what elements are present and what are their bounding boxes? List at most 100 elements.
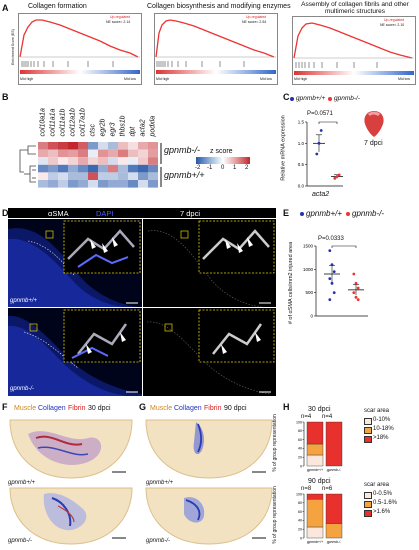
- zscore-tick: 1: [233, 165, 237, 171]
- data-point: [333, 176, 337, 180]
- legend-swatch: [364, 436, 372, 443]
- chart-h-bottom: 0 20 40 60 80 100 gpnmb+/+ gpnmb-/-: [296, 492, 343, 544]
- heatmap-cell: [138, 142, 148, 150]
- gsea-curve-2: [155, 19, 276, 74]
- heatmap-cell: [78, 180, 88, 188]
- gsea-status: Up-regulated: [246, 15, 267, 19]
- zscore-tick: 2: [245, 165, 249, 171]
- data-point: [356, 298, 360, 302]
- h-top-timepoint: 30 dpci: [308, 406, 331, 413]
- f-stain-collagen: Collagen: [38, 405, 66, 412]
- data-point: [328, 249, 332, 253]
- c-timepoint: 7 dpci: [364, 140, 383, 147]
- heatmap-cell: [98, 149, 108, 158]
- gsea-left-axis: Mid high: [156, 77, 170, 81]
- heatmap-row-label-ko: gpnmb-/-: [164, 145, 201, 155]
- panel-label-e: E: [283, 208, 290, 218]
- d-header-bar: [8, 208, 276, 218]
- legend-swatch: [364, 510, 372, 517]
- legend-label: >18%: [373, 435, 389, 441]
- d-genotype-ko: gpnmb-/-: [10, 386, 35, 392]
- heatmap-cell: [38, 149, 48, 158]
- heatmap-cell: [78, 149, 88, 158]
- gsea-status: Up-regulated: [384, 18, 405, 22]
- panel-label-f: F: [2, 402, 8, 412]
- heatmap-dendrogram: [19, 145, 36, 183]
- heatmap-cell: [48, 172, 58, 180]
- heatmap-cell: [118, 149, 128, 158]
- data-point: [356, 286, 360, 290]
- panel-label-h: H: [283, 402, 290, 412]
- trichrome-g-ko: [144, 486, 274, 546]
- h-ylabel-bottom: % of group representation: [271, 486, 278, 544]
- zscore-tick: -2: [195, 165, 201, 171]
- heatmap-cell: [68, 142, 78, 150]
- stacked-bar-segment: [325, 493, 343, 524]
- y-tick-label: 100: [296, 492, 302, 496]
- heatmap-cell: [88, 172, 98, 180]
- legend-label: 10-18%: [373, 426, 394, 432]
- heatmap-cell: [108, 164, 118, 173]
- gsea-title: Assembly of collagen fibrils and other m…: [301, 1, 409, 15]
- heatmap-cell: [98, 164, 108, 173]
- significance-bracket: [318, 121, 338, 124]
- heatmap-gene-label: col11a1b: [59, 108, 67, 137]
- panel-label-g: G: [139, 402, 147, 412]
- heatmap-cell: [38, 164, 48, 173]
- heatmap-gene-label: col11a1a: [49, 108, 57, 137]
- stacked-bar-segment: [306, 454, 324, 467]
- stacked-bar-segment: [306, 421, 324, 445]
- heatmap-cell: [98, 157, 108, 165]
- y-tick-label: 60: [298, 510, 302, 514]
- data-point: [352, 272, 356, 276]
- heatmap-cell: [68, 164, 78, 173]
- heatmap-gene-label: egr3: [109, 122, 117, 137]
- stacked-bar-segment: [306, 499, 324, 528]
- zscore-tick: -1: [207, 165, 213, 171]
- trichrome-f-wt: [8, 414, 134, 480]
- heatmap-cell: [138, 157, 148, 165]
- micrograph-asma-ko: [143, 308, 276, 396]
- micrograph-merge-wt: [8, 219, 142, 307]
- y-tick-label: 0.0: [298, 184, 305, 189]
- heatmap-cell: [58, 157, 68, 165]
- data-point: [330, 281, 334, 285]
- g-timepoint: 90 dpci: [224, 405, 247, 412]
- data-point: [332, 270, 336, 274]
- g-genotype-ko: gpnmb-/-: [146, 538, 171, 544]
- heatmap-cell: [148, 180, 158, 188]
- heatmap-cell: [38, 142, 48, 150]
- legend-label: >1.6%: [373, 509, 391, 515]
- panel-label-d: D: [2, 208, 9, 218]
- gsea-right-axis: Mid low: [124, 77, 136, 81]
- f-timepoint: 30 dpci: [88, 405, 111, 412]
- heatmap-cell: [148, 172, 158, 180]
- heatmap-row-label-wt: gpnmb+/+: [164, 170, 205, 180]
- data-point: [319, 129, 323, 132]
- heatmap-cell: [98, 180, 108, 188]
- g-stain-fibrin: Fibrin: [204, 405, 222, 412]
- zscore-legend-title: z score: [210, 148, 233, 155]
- heatmap-cell: [48, 142, 58, 150]
- panel-label-a: A: [2, 3, 9, 13]
- heatmap-cell: [78, 172, 88, 180]
- legend-swatch: [364, 418, 372, 425]
- heatmap-cell: [88, 157, 98, 165]
- h-bottom-n1: n=8: [301, 486, 312, 492]
- d-genotype-wt: gpnmb+/+: [10, 298, 38, 304]
- legend-dot-ko: [328, 97, 332, 101]
- y-tick-label: 1.0: [298, 141, 305, 146]
- trichrome-f-ko: [8, 486, 134, 546]
- stacked-bar-segment: [325, 523, 343, 539]
- x-tick-label: gpnmb+/+: [307, 468, 323, 472]
- heatmap-cell: [48, 157, 58, 165]
- y-tick-label: 80: [298, 501, 302, 505]
- heatmap-cell: [138, 172, 148, 180]
- f-genotype-ko: gpnmb-/-: [8, 538, 33, 544]
- heatmap-cell: [68, 149, 78, 158]
- chart-h-top: 0 20 40 60 80 100 gpnmb+/+ gpnmb-/-: [296, 420, 343, 472]
- d-timepoint: 7 dpci: [180, 209, 201, 218]
- heatmap-cell: [58, 142, 68, 150]
- d-stain-dapi: DAPI: [96, 209, 114, 218]
- gsea-curve-3: [293, 22, 414, 75]
